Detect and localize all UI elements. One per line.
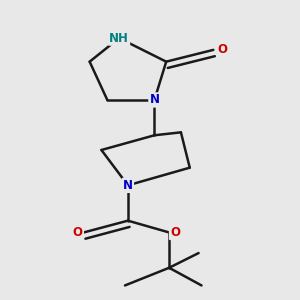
- Text: O: O: [170, 226, 180, 239]
- Text: O: O: [73, 226, 83, 239]
- Text: NH: NH: [109, 32, 129, 45]
- Text: O: O: [217, 44, 227, 56]
- Text: N: N: [149, 93, 159, 106]
- Text: N: N: [123, 179, 133, 192]
